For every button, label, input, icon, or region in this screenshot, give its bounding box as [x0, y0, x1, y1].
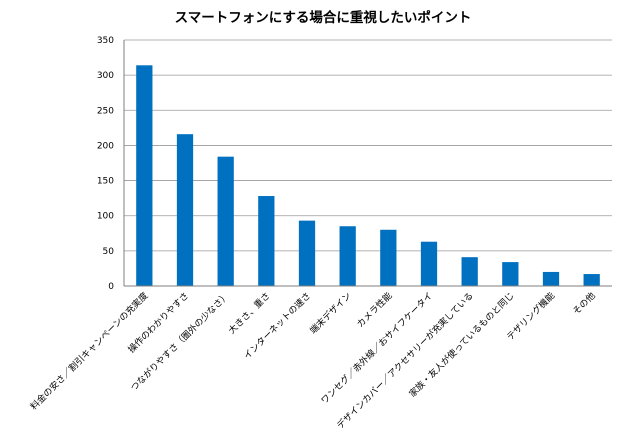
bar	[339, 226, 356, 286]
y-tick-label: 50	[103, 247, 115, 257]
category-label: その他	[570, 290, 598, 318]
y-tick-label: 200	[97, 141, 114, 151]
y-axis-ticks: 0 50 100 150 200 250 300 350	[97, 36, 114, 292]
category-label: 大きさ、重さ	[226, 290, 273, 337]
bars	[136, 65, 600, 286]
bar	[176, 134, 194, 286]
bar	[420, 241, 438, 286]
category-label: デザインカバー／アクセサリーが充実している	[334, 290, 476, 432]
gridlines	[124, 39, 612, 252]
y-tick-label: 100	[97, 212, 114, 222]
bar	[298, 220, 316, 286]
bar	[380, 229, 397, 286]
bar	[461, 257, 478, 286]
category-label: カメラ性能	[354, 290, 394, 330]
bar	[136, 65, 153, 286]
bar	[258, 196, 275, 286]
bar	[583, 274, 600, 286]
chart-title: スマートフォンにする場合に重視したいポイント	[175, 9, 472, 26]
category-label: 端末デザイン	[307, 290, 354, 337]
y-tick-label: 150	[97, 177, 114, 187]
bar	[502, 262, 519, 286]
bar	[217, 156, 234, 286]
y-tick-label: 0	[108, 282, 114, 292]
category-labels: 料金の安さ／割引キャンペーンの充実度操作のわかりやすさつながりやすさ（圏外の少な…	[28, 290, 598, 432]
y-tick-label: 300	[97, 71, 114, 81]
bar	[542, 271, 560, 286]
y-tick-label: 250	[97, 106, 114, 116]
category-label: インターネットの速さ	[242, 290, 313, 361]
y-tick-label: 350	[97, 36, 114, 46]
